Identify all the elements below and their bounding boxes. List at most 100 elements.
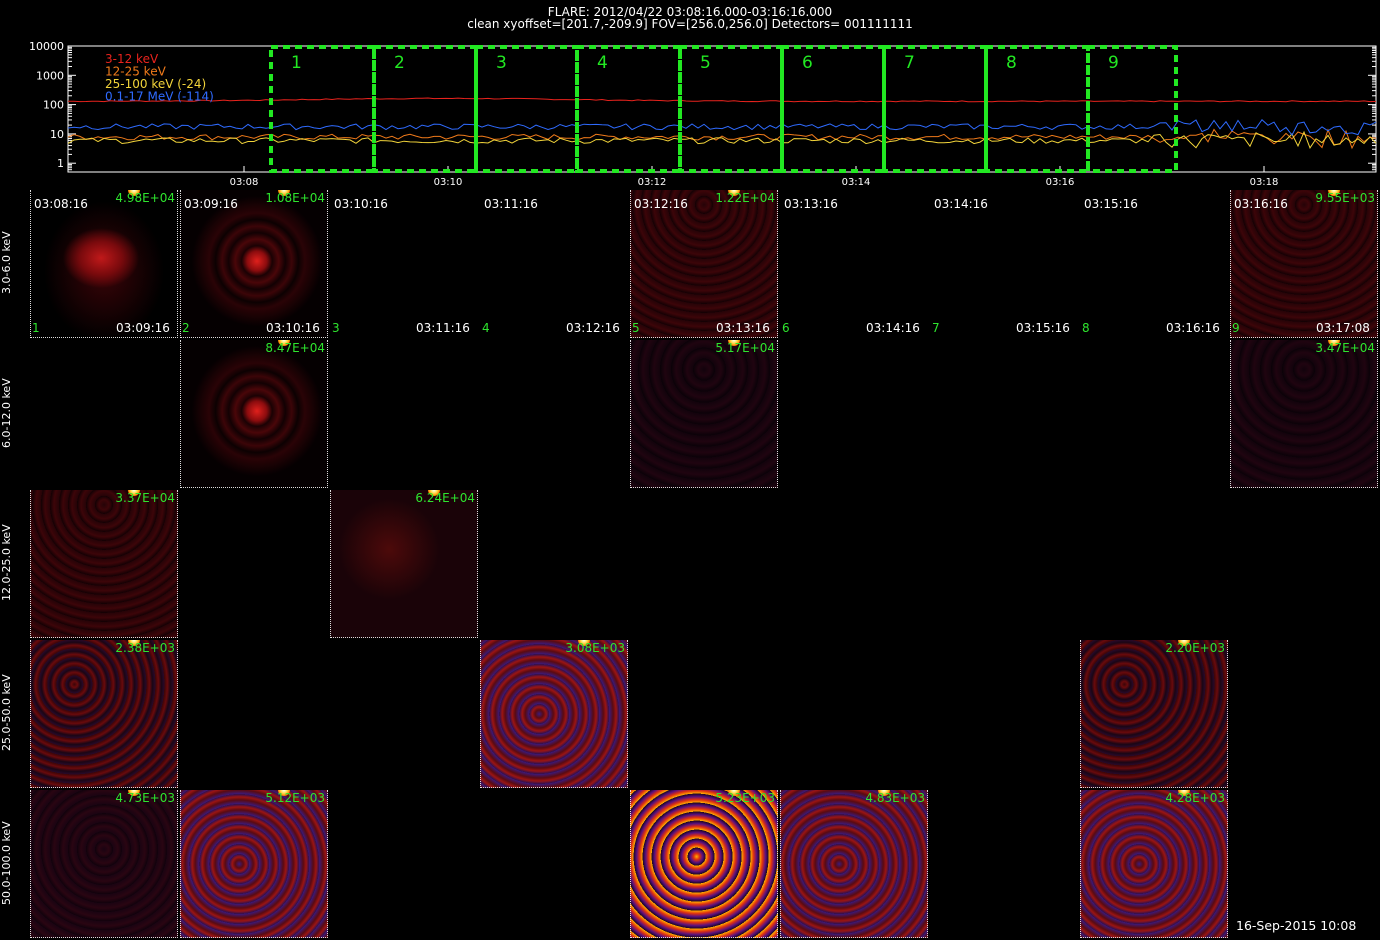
y-tick-label: 100 [43, 99, 64, 112]
interval-label: 6 [802, 53, 813, 73]
tile-image [330, 490, 478, 638]
peak-marker [278, 190, 290, 196]
tile-frame [1080, 790, 1228, 938]
tile-image [1080, 640, 1228, 788]
tile-peak-value: 4.98E+04 [115, 191, 175, 205]
tile-frame [1080, 640, 1228, 788]
image-tile: 8.47E+04 [180, 340, 328, 488]
tile-peak-value: 4.73E+03 [115, 791, 175, 805]
interval-start-time: 03:08:16 [34, 197, 88, 211]
render-timestamp: 16-Sep-2015 10:08 [1236, 918, 1357, 933]
peak-marker [728, 790, 740, 796]
tile-frame [630, 790, 778, 938]
interval-start-time: 03:12:16 [634, 197, 688, 211]
image-tile: 4.73E+03 [30, 790, 178, 938]
interval-end-time: 03:12:16 [566, 321, 620, 335]
interval-box [372, 45, 478, 173]
interval-label: 8 [1006, 53, 1017, 73]
tile-image [1080, 790, 1228, 938]
tile-frame [330, 490, 478, 638]
image-tile: 1.22E+04 [630, 190, 778, 338]
tile-peak-value: 4.28E+03 [1165, 791, 1225, 805]
interval-index: 9 [1232, 321, 1240, 335]
tile-peak-value: 1.22E+04 [715, 191, 775, 205]
series-line-0 [68, 97, 1377, 103]
image-tile: 5.12E+03 [180, 790, 328, 938]
tile-image [630, 190, 778, 338]
interval-end-time: 03:17:08 [1316, 321, 1370, 335]
tile-image [630, 790, 778, 938]
image-tile: 2.20E+03 [1080, 640, 1228, 788]
image-tile: 2.38E+03 [30, 640, 178, 788]
tile-peak-value: 2.20E+03 [1165, 641, 1225, 655]
interval-index: 8 [1082, 321, 1090, 335]
interval-index: 6 [782, 321, 790, 335]
tile-image [30, 790, 178, 938]
tile-frame [1230, 190, 1378, 338]
y-tick-label: 1000 [36, 69, 64, 82]
energy-band-label: 12.0-25.0 keV [0, 524, 13, 602]
tile-image [1230, 190, 1378, 338]
peak-marker [878, 790, 890, 796]
x-tick-label: 03:14 [842, 177, 871, 188]
tile-peak-value: 3.08E+03 [565, 641, 625, 655]
interval-label: 3 [496, 53, 507, 73]
interval-index: 4 [482, 321, 490, 335]
interval-end-time: 03:11:16 [416, 321, 470, 335]
tile-image [780, 790, 928, 938]
tile-peak-value: 2.38E+03 [115, 641, 175, 655]
energy-band-label: 6.0-12.0 keV [0, 378, 13, 448]
interval-label: 9 [1108, 53, 1119, 73]
legend-entry: 12-25 keV [105, 65, 167, 79]
interval-start-time: 03:15:16 [1084, 197, 1138, 211]
interval-start-time: 03:14:16 [934, 197, 988, 211]
tile-peak-value: 4.83E+03 [865, 791, 925, 805]
interval-box [984, 45, 1090, 173]
peak-marker [1328, 340, 1340, 346]
interval-label: 1 [291, 53, 302, 73]
peak-marker [728, 190, 740, 196]
tile-peak-value: 8.47E+04 [265, 341, 325, 355]
y-tick-label: 10000 [29, 40, 64, 53]
x-tick-label: 03:12 [638, 177, 667, 188]
tile-frame [30, 790, 178, 938]
tile-image [30, 490, 178, 638]
interval-start-time: 03:13:16 [784, 197, 838, 211]
energy-band-label: 25.0-50.0 keV [0, 674, 13, 752]
image-tile: 5.23E+03 [630, 790, 778, 938]
tile-peak-value: 1.08E+04 [265, 191, 325, 205]
tile-frame [30, 490, 178, 638]
image-tile: 4.83E+03 [780, 790, 928, 938]
interval-end-time: 03:14:16 [866, 321, 920, 335]
interval-label: 5 [700, 53, 711, 73]
plot-subtitle: clean xyoffset=[201.7,-209.9] FOV=[256.0… [467, 17, 913, 31]
interval-box [269, 45, 376, 173]
tile-frame [630, 340, 778, 488]
interval-label: 7 [904, 53, 915, 73]
legend-entry: 25-100 keV (-24) [105, 77, 206, 91]
tile-frame [480, 640, 628, 788]
series-line-3 [67, 118, 1377, 137]
tile-image [180, 190, 328, 338]
peak-marker [728, 340, 740, 346]
peak-marker [1178, 790, 1190, 796]
peak-marker [278, 340, 290, 346]
plot-frame [67, 45, 1377, 173]
interval-start-time: 03:11:16 [484, 197, 538, 211]
legend-entry: 3-12 keV [105, 52, 159, 66]
interval-end-time: 03:10:16 [266, 321, 320, 335]
peak-marker [428, 490, 440, 496]
peak-marker [128, 790, 140, 796]
interval-box [575, 45, 682, 173]
series-line-1 [67, 128, 1377, 150]
peak-marker [278, 790, 290, 796]
y-tick-label: 10 [50, 128, 64, 141]
tile-image [180, 340, 328, 488]
tile-frame [180, 190, 328, 338]
interval-start-time: 03:16:16 [1234, 197, 1288, 211]
tile-image [30, 640, 178, 788]
image-tile: 6.24E+04 [330, 490, 478, 638]
interval-index: 7 [932, 321, 940, 335]
lightcurve-chart: 10000 1000 100 10 1 03:08 03:10 03:12 03:14 03:16… [29, 40, 1377, 188]
interval-end-time: 03:15:16 [1016, 321, 1070, 335]
